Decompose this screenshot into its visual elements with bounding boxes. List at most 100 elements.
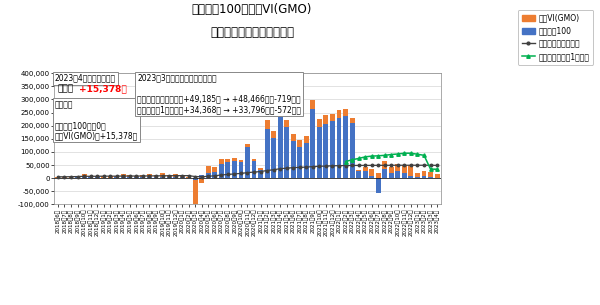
Bar <box>291 141 296 178</box>
Bar <box>258 170 263 178</box>
Bar <box>284 120 289 127</box>
Bar <box>212 171 217 178</box>
Bar <box>88 177 93 178</box>
Bar <box>245 144 250 147</box>
Bar <box>271 138 276 178</box>
Bar <box>395 171 400 178</box>
Bar <box>284 127 289 178</box>
Bar <box>323 115 328 124</box>
Bar <box>422 176 427 178</box>
Bar <box>179 177 185 178</box>
Bar <box>140 177 145 178</box>
Bar <box>212 167 217 171</box>
Bar <box>356 171 361 178</box>
Bar <box>343 109 348 116</box>
Bar <box>271 131 276 138</box>
Bar <box>68 177 73 178</box>
Text: +15,378円: +15,378円 <box>79 84 127 93</box>
Bar <box>409 176 413 178</box>
Bar <box>422 170 427 176</box>
Text: イギリス100＆米国VI(GMO): イギリス100＆米国VI(GMO) <box>192 3 312 16</box>
Bar <box>62 177 67 178</box>
Bar <box>134 177 139 178</box>
Bar <box>219 160 224 164</box>
Bar <box>343 116 348 178</box>
Legend: 米国VI(GMO), イギリス100, 合計平均（全期間）, 合計平均（近近1年間）: 米国VI(GMO), イギリス100, 合計平均（全期間）, 合計平均（近近1年… <box>518 10 593 65</box>
Text: 2023年4月の価格調整額: 2023年4月の価格調整額 <box>55 74 116 83</box>
Bar <box>239 160 244 162</box>
Bar <box>298 147 302 178</box>
Bar <box>232 158 237 161</box>
Bar <box>337 110 341 118</box>
Bar <box>160 173 165 177</box>
Bar <box>226 159 230 162</box>
Bar <box>310 109 316 178</box>
Bar <box>173 177 178 178</box>
Bar <box>317 119 322 127</box>
Bar <box>402 165 407 174</box>
Bar <box>239 162 244 178</box>
Bar <box>298 140 302 147</box>
Bar <box>251 161 256 178</box>
Bar <box>350 117 355 123</box>
Bar <box>206 166 211 173</box>
Text: 2023年3月分からの平均値の変動

平均（全期間）　　：+49,185円 → +48,466円（-719円）
平均（近近1年間）：+34,368円 → +33: 2023年3月分からの平均値の変動 平均（全期間） ：+49,185円 → +4… <box>137 74 301 114</box>
Bar <box>140 175 145 177</box>
Bar <box>356 170 361 171</box>
Bar <box>258 168 263 170</box>
Bar <box>330 114 335 121</box>
Bar <box>251 160 256 161</box>
Bar <box>395 164 400 171</box>
Bar <box>389 174 394 178</box>
Bar <box>127 177 132 178</box>
Bar <box>115 176 119 177</box>
Bar <box>179 176 185 177</box>
Bar <box>363 171 368 178</box>
Bar <box>304 136 309 143</box>
Bar <box>337 118 341 178</box>
Bar <box>186 177 191 178</box>
Bar <box>382 169 387 178</box>
Bar <box>382 161 387 169</box>
Bar <box>376 173 380 178</box>
Bar <box>167 177 172 178</box>
Bar <box>278 107 283 178</box>
Bar <box>415 177 420 178</box>
Bar <box>121 177 126 178</box>
Bar <box>82 177 86 178</box>
Bar <box>193 178 197 180</box>
Bar <box>154 175 158 177</box>
Bar <box>317 127 322 178</box>
Bar <box>428 177 433 178</box>
Bar <box>193 180 197 205</box>
Bar <box>369 176 374 178</box>
Text: 価格調整額（月次）の推移: 価格調整額（月次）の推移 <box>210 26 294 39</box>
Bar <box>434 174 440 178</box>
Bar <box>108 176 113 178</box>
Bar <box>376 178 380 192</box>
Bar <box>291 134 296 141</box>
Bar <box>199 178 204 183</box>
Bar <box>402 174 407 178</box>
Bar <box>265 120 269 129</box>
Bar <box>82 174 86 177</box>
Bar <box>199 175 204 178</box>
Bar <box>95 177 100 178</box>
Bar <box>55 177 61 178</box>
Bar <box>167 175 172 177</box>
Bar <box>389 167 394 174</box>
Bar <box>121 174 126 177</box>
Bar <box>245 147 250 178</box>
Bar <box>226 162 230 178</box>
Bar <box>219 164 224 178</box>
Bar <box>75 177 80 178</box>
Bar <box>115 177 119 178</box>
Bar <box>265 129 269 178</box>
Bar <box>428 171 433 177</box>
Bar <box>350 123 355 178</box>
Bar <box>147 177 152 178</box>
Bar <box>154 177 158 178</box>
Bar <box>75 176 80 177</box>
Bar <box>330 121 335 178</box>
Bar <box>409 165 413 176</box>
